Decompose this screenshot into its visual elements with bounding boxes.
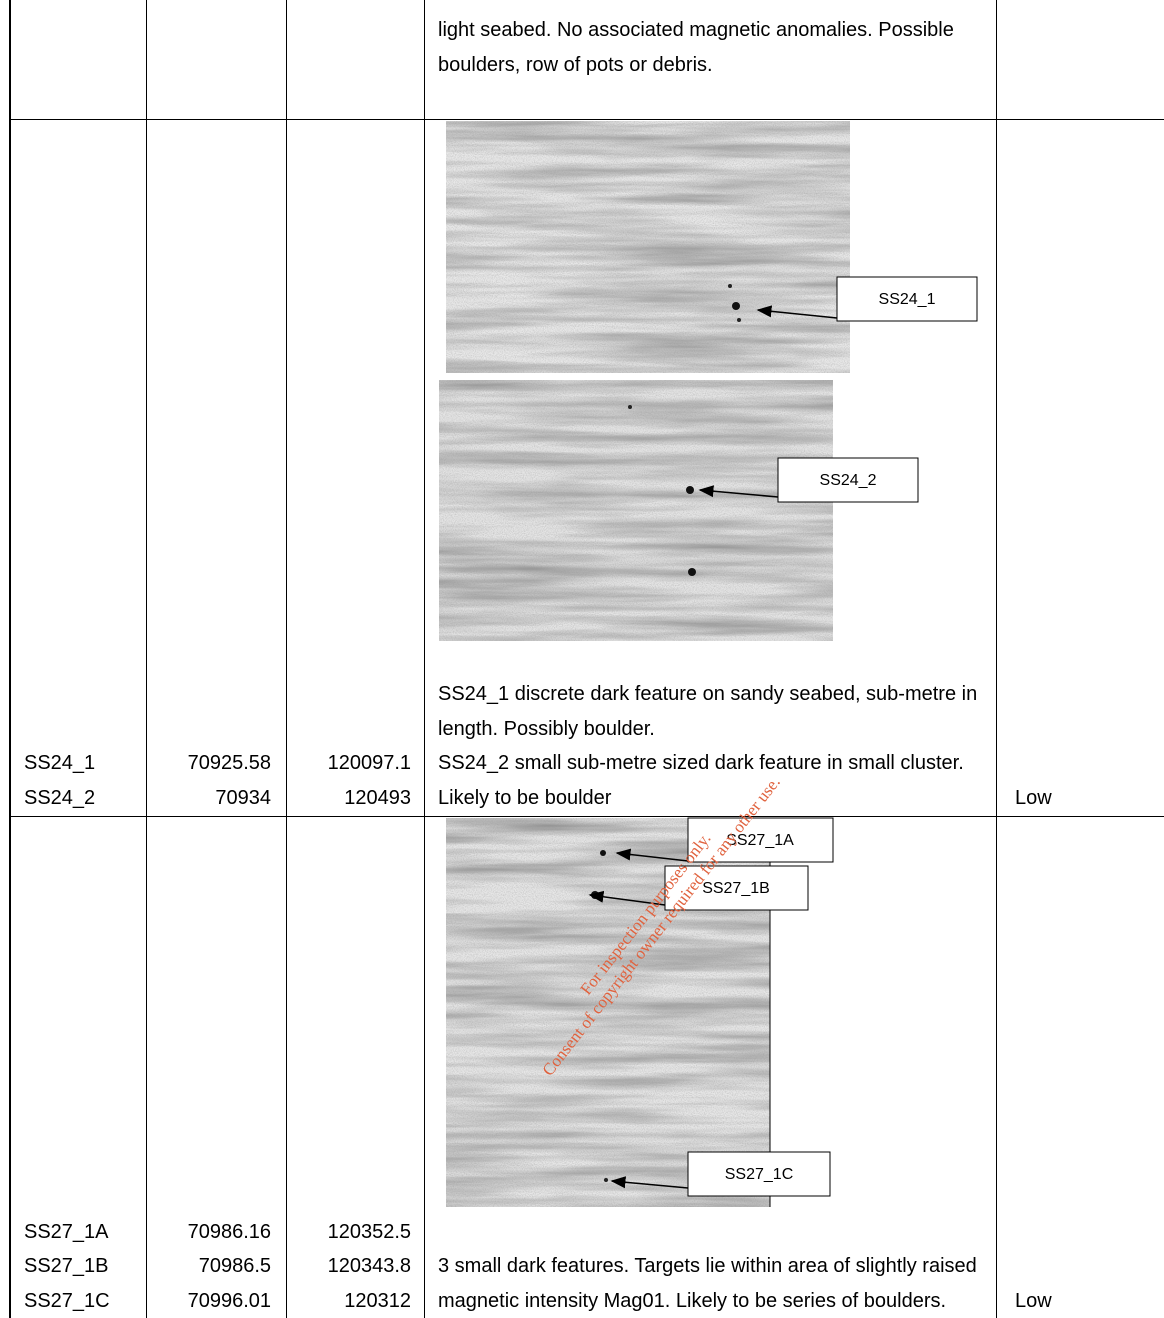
description: light seabed. No associated magnetic ano… [438,13,990,82]
northing: 120352.5 [290,1215,411,1250]
callout-label: SS27_1A [726,832,794,849]
sonar-image: SS24_2 [439,380,918,641]
description-text: 3 small dark features. Targets lie withi… [438,1249,990,1318]
description: SS24_1 discrete dark feature on sandy se… [438,677,990,815]
target-id: SS24_1 [24,746,95,781]
easting: 70934 [150,781,271,816]
northing: 120097.1 [290,746,411,781]
id-cell: SS27_1A SS27_1B SS27_1C [24,1215,110,1318]
description-text: SS24_2 small sub-metre sized dark featur… [438,746,990,815]
callout-label: SS27_1C [725,1166,794,1183]
target-id: SS24_2 [24,781,95,816]
target-id: SS27_1A [24,1215,110,1250]
description: 3 small dark features. Targets lie withi… [438,1249,990,1318]
callout-label: SS24_1 [879,291,936,308]
easting: 70986.5 [150,1249,271,1284]
images-layer: SS24_1 SS24_2 SS27_1A SS27_1B [0,0,1164,1318]
callout-label: SS24_2 [820,472,877,489]
northing-cell: 120097.1 120493 [290,746,411,815]
easting-cell: 70925.58 70934 [150,746,271,815]
northing-cell: 120352.5 120343.8 120312 [290,1215,411,1318]
easting: 70925.58 [150,746,271,781]
description-text: SS24_1 discrete dark feature on sandy se… [438,677,990,746]
target-id: SS27_1C [24,1284,110,1318]
rating: Low [1015,781,1052,816]
easting-cell: 70986.16 70986.5 70996.01 [150,1215,271,1318]
page: SS24_1 SS24_2 SS27_1A SS27_1B [0,0,1164,1318]
sonar-image: SS24_1 [446,121,977,373]
northing: 120312 [290,1284,411,1318]
rating-cell: Low [1015,781,1052,816]
northing: 120493 [290,781,411,816]
sonar-image: SS27_1A SS27_1B SS27_1C [446,818,833,1207]
rating: Low [1015,1284,1052,1318]
easting: 70986.16 [150,1215,271,1250]
northing: 120343.8 [290,1249,411,1284]
easting: 70996.01 [150,1284,271,1318]
rating-cell: Low [1015,1284,1052,1318]
target-id: SS27_1B [24,1249,110,1284]
id-cell: SS24_1 SS24_2 [24,746,95,815]
callout-label: SS27_1B [702,880,770,897]
description-text: light seabed. No associated magnetic ano… [438,13,990,82]
